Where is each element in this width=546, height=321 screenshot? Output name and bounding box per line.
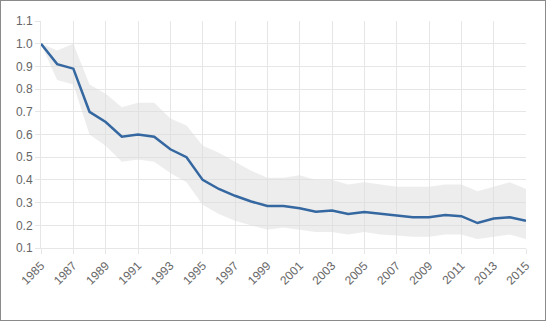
svg-text:1999: 1999 <box>245 259 274 288</box>
svg-text:0.3: 0.3 <box>16 196 33 210</box>
svg-text:2011: 2011 <box>440 259 468 287</box>
svg-text:0.5: 0.5 <box>16 150 33 164</box>
svg-text:1997: 1997 <box>213 259 242 288</box>
svg-text:1.1: 1.1 <box>16 14 33 28</box>
svg-text:1991: 1991 <box>116 259 145 288</box>
svg-text:1995: 1995 <box>180 259 209 288</box>
svg-text:2013: 2013 <box>471 259 500 288</box>
svg-text:1993: 1993 <box>148 259 177 288</box>
svg-text:0.9: 0.9 <box>16 60 33 74</box>
svg-text:0.4: 0.4 <box>16 173 33 187</box>
svg-text:2005: 2005 <box>342 259 371 288</box>
svg-text:2001: 2001 <box>277 259 306 288</box>
svg-text:0.1: 0.1 <box>16 241 33 255</box>
svg-text:0.6: 0.6 <box>16 128 33 142</box>
svg-text:1987: 1987 <box>51 259 80 288</box>
svg-text:2003: 2003 <box>310 259 339 288</box>
svg-text:1985: 1985 <box>19 259 48 288</box>
svg-text:2007: 2007 <box>374 259 403 288</box>
svg-text:1989: 1989 <box>83 259 112 288</box>
svg-text:0.7: 0.7 <box>16 105 33 119</box>
svg-text:2009: 2009 <box>407 259 436 288</box>
svg-text:0.2: 0.2 <box>16 219 33 233</box>
svg-text:2015: 2015 <box>504 259 533 288</box>
svg-text:0.8: 0.8 <box>16 82 33 96</box>
svg-text:1.0: 1.0 <box>16 37 33 51</box>
